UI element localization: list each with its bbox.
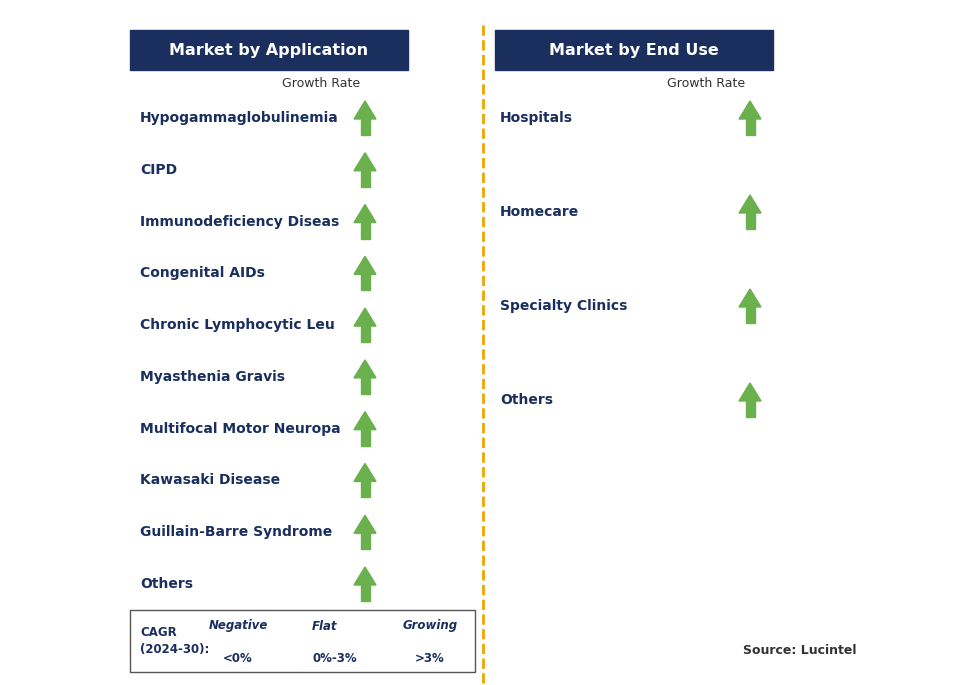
Polygon shape xyxy=(746,401,754,417)
Text: Myasthenia Gravis: Myasthenia Gravis xyxy=(140,370,285,384)
Polygon shape xyxy=(354,412,376,429)
Polygon shape xyxy=(361,585,369,601)
Text: Guillain-Barre Syndrome: Guillain-Barre Syndrome xyxy=(140,525,332,539)
Polygon shape xyxy=(354,101,376,119)
Text: <0%: <0% xyxy=(223,651,253,664)
Polygon shape xyxy=(739,383,761,401)
Polygon shape xyxy=(354,360,376,378)
Text: Source: Lucintel: Source: Lucintel xyxy=(744,643,857,656)
Text: (2024-30):: (2024-30): xyxy=(140,643,210,656)
Polygon shape xyxy=(361,482,369,497)
Polygon shape xyxy=(361,171,369,187)
Polygon shape xyxy=(746,213,754,229)
Polygon shape xyxy=(361,326,369,342)
Text: Others: Others xyxy=(140,577,193,591)
Text: >3%: >3% xyxy=(415,651,445,664)
Polygon shape xyxy=(354,308,376,326)
Polygon shape xyxy=(354,153,376,171)
Text: Kawasaki Disease: Kawasaki Disease xyxy=(140,473,280,488)
Text: Growth Rate: Growth Rate xyxy=(667,77,745,90)
Text: Market by End Use: Market by End Use xyxy=(549,42,719,58)
Text: Hypogammaglobulinemia: Hypogammaglobulinemia xyxy=(140,111,339,125)
Text: Growing: Growing xyxy=(403,619,457,632)
Text: CIPD: CIPD xyxy=(140,163,177,177)
Bar xyxy=(130,30,408,70)
Polygon shape xyxy=(354,464,376,482)
Text: Homecare: Homecare xyxy=(500,205,579,219)
Text: Others: Others xyxy=(500,393,553,407)
Bar xyxy=(130,610,475,672)
Text: Flat: Flat xyxy=(312,619,338,632)
Polygon shape xyxy=(354,256,376,274)
Text: Immunodeficiency Diseas: Immunodeficiency Diseas xyxy=(140,214,339,229)
Polygon shape xyxy=(361,223,369,238)
Text: Multifocal Motor Neuropa: Multifocal Motor Neuropa xyxy=(140,422,341,436)
Polygon shape xyxy=(450,638,466,652)
Polygon shape xyxy=(455,652,461,664)
Text: Congenital AIDs: Congenital AIDs xyxy=(140,266,265,280)
Text: Negative: Negative xyxy=(209,619,268,632)
Polygon shape xyxy=(361,119,369,135)
Polygon shape xyxy=(354,205,376,223)
Text: 0%-3%: 0%-3% xyxy=(313,651,357,664)
Bar xyxy=(495,30,773,70)
Text: Growth Rate: Growth Rate xyxy=(282,77,360,90)
Text: CAGR: CAGR xyxy=(140,627,177,640)
Polygon shape xyxy=(361,274,369,290)
Text: Chronic Lymphocytic Leu: Chronic Lymphocytic Leu xyxy=(140,318,335,332)
Polygon shape xyxy=(256,634,263,646)
Polygon shape xyxy=(739,101,761,119)
Polygon shape xyxy=(354,567,376,585)
Polygon shape xyxy=(746,307,754,323)
Polygon shape xyxy=(354,515,376,533)
Polygon shape xyxy=(739,289,761,307)
Text: Specialty Clinics: Specialty Clinics xyxy=(500,299,628,313)
Text: Hospitals: Hospitals xyxy=(500,111,573,125)
Polygon shape xyxy=(361,378,369,394)
Text: Market by Application: Market by Application xyxy=(169,42,368,58)
Polygon shape xyxy=(739,195,761,213)
Polygon shape xyxy=(361,533,369,549)
Polygon shape xyxy=(746,119,754,135)
Polygon shape xyxy=(252,646,268,660)
Polygon shape xyxy=(361,429,369,446)
Polygon shape xyxy=(317,634,348,652)
